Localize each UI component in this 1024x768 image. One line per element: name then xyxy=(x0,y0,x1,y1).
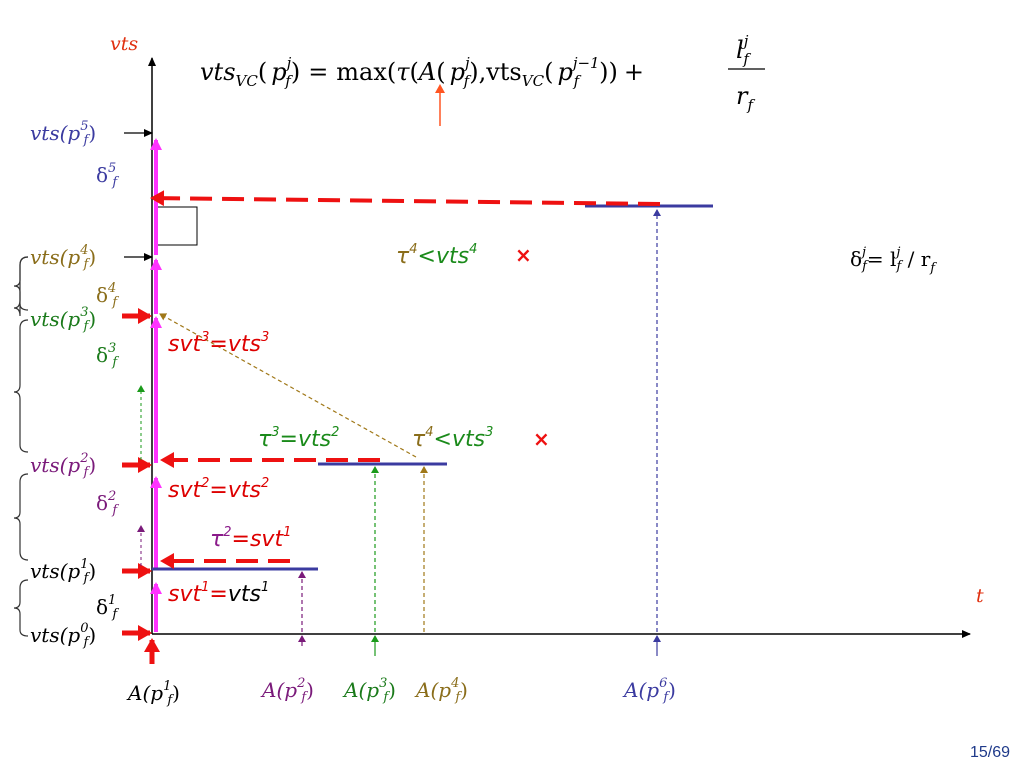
y-label-4: vts(p1 f) xyxy=(30,557,96,586)
svg-text:ljf: lj f xyxy=(736,32,751,68)
y-tick-labels: vts(p5 f) vts(p4 f) vts(p3 f) vts(p2 f) vts(p1 f)… xyxy=(30,119,96,650)
y-label-2: vts(p3 f) xyxy=(30,305,96,334)
label-tau3-vts2: τ3=vts2 xyxy=(258,425,339,452)
label-tau2-svt1: τ2=svt1 xyxy=(210,525,291,552)
cross-mark-2: × xyxy=(515,243,532,267)
svg-text:rf: rf xyxy=(736,82,755,114)
delta-label-2: δ3 f xyxy=(96,341,119,370)
label-svt1-vts1: svt1=vts1 xyxy=(168,580,269,607)
y-label-3: vts(p2 f) xyxy=(30,451,96,480)
label-tau4-vts4: τ4<vts4 xyxy=(396,242,477,269)
x-label-0: A(p1 f) xyxy=(126,679,180,708)
x-label-2: A(p3 f) xyxy=(342,676,396,705)
red-dashed-arrows xyxy=(150,190,661,569)
y-label-0: vts(p5 f) xyxy=(30,119,96,148)
delta-label-0: δ5 f xyxy=(96,161,119,190)
label-svt2-vts2: svt2=vts2 xyxy=(168,476,269,503)
delta-label-4: δ1 f xyxy=(96,593,119,622)
svg-text:vtsVC(pjf)=max(τ(A(pjf),vtsVC(: vtsVC(pj f) = max(τ(A(pj f),vtsVC(pj−1 f)) + xyxy=(200,54,644,90)
label-svt3-vts3: svt3=vts3 xyxy=(168,330,269,357)
delta-definition: δj f= lj f / rf xyxy=(850,245,937,276)
y-axis-label: vts xyxy=(110,33,138,55)
cross-mark-1: × xyxy=(533,427,550,451)
y-label-1: vts(p4 f) xyxy=(30,243,96,272)
page-number: 15/69 xyxy=(969,744,1010,761)
delta-label-3: δ2 f xyxy=(96,489,119,518)
y-label-5: vts(p0 f) xyxy=(30,621,96,650)
vts-formula: vtsVC(pj f) = max(τ(A(pj f),vtsVC(pj−1 f)) + l… xyxy=(200,32,765,114)
left-braces xyxy=(13,256,29,637)
delta-labels: δ5 f δ4 f δ3 f δ2 f δ1 f xyxy=(96,161,119,622)
service-lines xyxy=(152,204,713,571)
delta-label-1: δ4 f xyxy=(96,281,119,310)
x-label-1: A(p2 f) xyxy=(260,676,314,705)
label-tau4-vts3: τ4<vts3 xyxy=(412,425,493,452)
x-label-4: A(p6 f) xyxy=(622,676,676,705)
x-axis-label: t xyxy=(976,585,984,607)
red-tick-arrows xyxy=(122,308,160,664)
x-label-3: A(p4 f) xyxy=(414,676,468,705)
hollow-square xyxy=(156,206,198,246)
x-tick-labels: A(p1 f) A(p2 f) A(p3 f) A(p4 f) A(p6 f) xyxy=(126,676,676,708)
